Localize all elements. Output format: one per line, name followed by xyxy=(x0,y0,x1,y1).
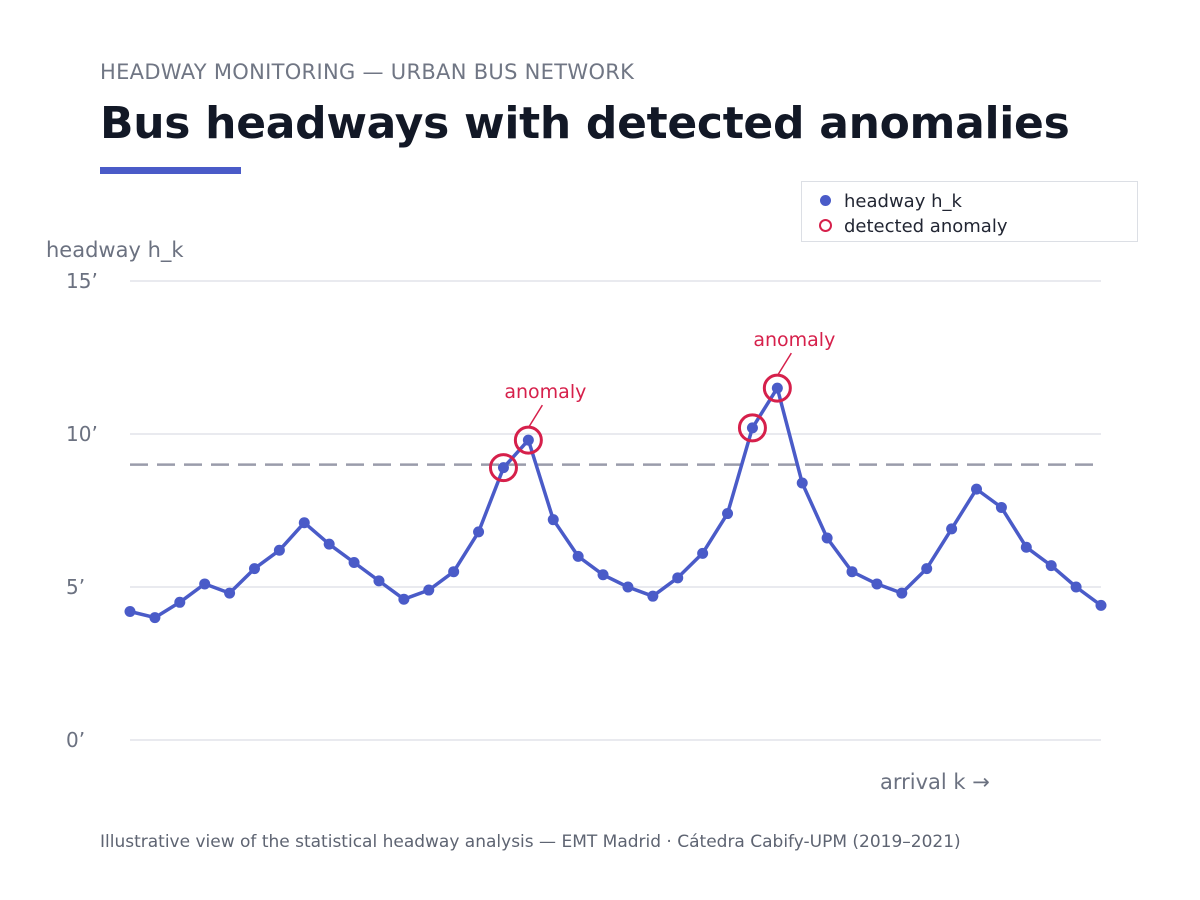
data-point-38 xyxy=(1070,581,1082,593)
y-axis-label: headway h_k xyxy=(46,238,184,262)
data-point-37 xyxy=(1045,560,1057,572)
data-point-35 xyxy=(995,501,1007,513)
data-point-8 xyxy=(323,538,335,550)
legend-label-headway: headway h_k xyxy=(844,191,962,212)
headway-series-line xyxy=(128,386,1103,620)
data-point-9 xyxy=(348,557,360,569)
data-point-13 xyxy=(448,566,460,578)
legend-label-anomaly: detected anomaly xyxy=(844,216,1008,237)
data-point-31 xyxy=(896,587,908,599)
data-point-17 xyxy=(547,514,559,526)
data-point-6 xyxy=(273,544,285,556)
data-point-1 xyxy=(149,612,161,624)
data-point-12 xyxy=(423,584,435,596)
anomaly-ring-15 xyxy=(488,453,518,483)
data-point-29 xyxy=(846,566,858,578)
data-point-7 xyxy=(298,517,310,529)
data-point-36 xyxy=(1020,541,1032,553)
data-point-23 xyxy=(697,547,709,559)
data-point-30 xyxy=(871,578,883,590)
chart-legend: headway h_k detected anomaly xyxy=(801,181,1138,242)
anomaly-ring-16 xyxy=(513,425,543,455)
anomaly-ring-26 xyxy=(762,373,792,403)
chart-title: Bus headways with detected anomalies xyxy=(100,98,1070,149)
data-point-34 xyxy=(971,483,983,495)
data-point-27 xyxy=(796,477,808,489)
data-point-24 xyxy=(722,508,734,520)
y-tick-label-0: 0’ xyxy=(66,728,85,752)
y-tick-label-15: 15’ xyxy=(66,269,98,293)
data-point-25 xyxy=(746,422,758,434)
data-point-14 xyxy=(473,526,485,538)
data-point-19 xyxy=(597,569,609,581)
annotation-leader-1 xyxy=(777,352,792,375)
annotation-leader-0 xyxy=(528,404,543,427)
data-point-3 xyxy=(199,578,211,590)
chart-eyebrow: HEADWAY MONITORING — URBAN BUS NETWORK xyxy=(100,60,635,84)
title-underline xyxy=(100,167,241,174)
data-point-4 xyxy=(224,587,236,599)
anomaly-ring-25 xyxy=(737,413,767,443)
chart-caption: Illustrative view of the statistical hea… xyxy=(100,832,961,852)
x-axis-label: arrival k → xyxy=(880,770,990,794)
data-point-22 xyxy=(672,572,684,584)
data-point-15 xyxy=(497,462,509,474)
annotation-label-1: anomaly xyxy=(753,329,835,351)
annotation-label-0: anomaly xyxy=(504,381,586,403)
data-point-39 xyxy=(1095,599,1107,611)
data-point-5 xyxy=(248,563,260,575)
legend-dot-icon xyxy=(820,195,831,206)
data-point-10 xyxy=(373,575,385,587)
y-tick-label-5: 5’ xyxy=(66,575,85,599)
data-point-16 xyxy=(522,434,534,446)
data-point-18 xyxy=(572,550,584,562)
data-point-33 xyxy=(946,523,958,535)
legend-ring-icon xyxy=(819,219,832,232)
data-point-11 xyxy=(398,593,410,605)
data-point-0 xyxy=(124,605,136,617)
data-point-32 xyxy=(921,563,933,575)
data-point-26 xyxy=(771,382,783,394)
data-point-21 xyxy=(647,590,659,602)
data-point-28 xyxy=(821,532,833,544)
data-point-2 xyxy=(174,596,186,608)
y-tick-label-10: 10’ xyxy=(66,422,98,446)
data-point-20 xyxy=(622,581,634,593)
